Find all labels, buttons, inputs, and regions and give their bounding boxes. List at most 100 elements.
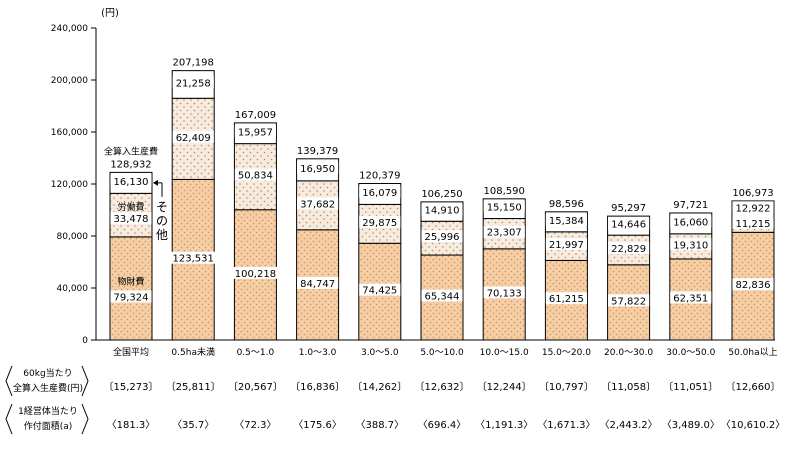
value-label-bg xyxy=(297,161,339,174)
segment-value-label: 33,478 xyxy=(114,214,149,225)
segment-value-label: 37,682 xyxy=(300,199,335,210)
row1-value: 〔20,567〕 xyxy=(228,381,283,393)
row2-header-line1: 1経営体当たり xyxy=(18,405,78,417)
series-name-other: そ xyxy=(156,200,168,214)
category-label: 全国平均 xyxy=(113,346,149,358)
row1-header-line2: 全算入生産費(円) xyxy=(13,382,83,394)
value-label-bg xyxy=(169,251,217,264)
row2-value: 〈175.6〉 xyxy=(293,419,342,431)
segment-value-label: 29,875 xyxy=(362,218,397,229)
row1-value: 〔10,797〕 xyxy=(539,381,594,393)
total-value-label: 106,250 xyxy=(421,189,462,200)
segment-value-label: 16,060 xyxy=(673,217,708,228)
bracket-right xyxy=(81,403,89,435)
row2-value: 〈72.3〉 xyxy=(234,419,276,431)
category-label: 50.0ha以上 xyxy=(728,347,777,358)
value-label-bg xyxy=(545,213,587,226)
total-value-label: 106,973 xyxy=(732,188,773,199)
value-label-bg xyxy=(483,200,525,213)
series-name-other: 他 xyxy=(156,228,168,242)
row2-value: 〈388.7〉 xyxy=(355,419,404,431)
series-name-material: 物財費 xyxy=(117,275,144,287)
value-label-bg xyxy=(608,294,650,307)
bracket-left xyxy=(5,403,13,435)
y-tick-label: 200,000 xyxy=(51,76,88,86)
value-label-bg xyxy=(172,76,214,89)
labels: 79,324 33,478 16,130 128,932 全国平均 123,531 62,4… xyxy=(104,58,778,358)
value-label-bg xyxy=(110,174,152,187)
bracket-right xyxy=(81,365,89,397)
total-value-label: 167,009 xyxy=(235,110,276,121)
row1-value: 〔16,836〕 xyxy=(290,381,345,393)
total-value-label: 128,932 xyxy=(110,159,151,170)
value-label-bg xyxy=(483,286,525,299)
y-tick-label: 80,000 xyxy=(57,232,89,242)
segment-value-label: 16,950 xyxy=(300,164,335,175)
row2-value: 〈1,671.3〉 xyxy=(537,419,595,431)
value-label-bg xyxy=(421,230,463,243)
row1-header-line1: 60kg当たり xyxy=(23,367,72,379)
value-label-bg xyxy=(608,241,650,254)
value-label-bg xyxy=(421,203,463,216)
value-label-bg xyxy=(234,168,276,181)
value-label-bg xyxy=(359,185,401,198)
category-label: 20.0～30.0 xyxy=(604,348,653,358)
total-value-label: 98,596 xyxy=(549,199,584,210)
segment-value-label: 12,922 xyxy=(736,203,771,214)
total-value-label: 95,297 xyxy=(611,203,646,214)
category-label: 5.0～10.0 xyxy=(420,348,464,358)
y-tick-label: 240,000 xyxy=(51,24,88,34)
segment-value-label: 14,646 xyxy=(611,220,646,231)
segment-value-label: 100,218 xyxy=(235,269,276,280)
row2-value: 〈181.3〉 xyxy=(107,419,156,431)
total-value-label: 207,198 xyxy=(173,58,214,69)
bracket-left xyxy=(5,365,13,397)
total-value-label: 97,721 xyxy=(673,200,708,211)
value-label-bg xyxy=(732,217,774,230)
row2-value: 〈3,489.0〉 xyxy=(662,419,720,431)
row1-value: 〔12,244〕 xyxy=(477,381,532,393)
total-value-label: 139,379 xyxy=(297,146,338,157)
value-label-bg xyxy=(297,276,339,289)
segment-value-label: 50,834 xyxy=(238,171,273,182)
total-value-label: 108,590 xyxy=(484,186,525,197)
arrow-icon xyxy=(153,179,158,186)
category-label: 3.0～5.0 xyxy=(361,348,399,358)
row1-value: 〔15,273〕 xyxy=(104,381,159,393)
segment-value-label: 21,997 xyxy=(549,240,584,251)
segment-value-label: 62,409 xyxy=(176,133,211,144)
row1-value: 〔25,811〕 xyxy=(166,381,221,393)
series-name-other: の xyxy=(156,214,168,228)
value-label-bg xyxy=(359,215,401,228)
value-label-bg xyxy=(421,289,463,302)
value-label-bg xyxy=(297,197,339,210)
value-label-bg xyxy=(231,266,280,279)
segment-value-label: 16,079 xyxy=(362,188,397,199)
value-label-bg xyxy=(732,278,774,291)
value-label-bg xyxy=(732,201,774,214)
y-tick-label: 40,000 xyxy=(57,284,89,294)
segment-value-label: 74,425 xyxy=(362,286,397,297)
row1-value: 〔12,660〕 xyxy=(726,381,781,393)
row2-value: 〈10,610.2〉 xyxy=(721,419,786,431)
value-label-bg xyxy=(483,225,525,238)
segment-value-label: 22,829 xyxy=(611,244,646,255)
segment-value-label: 16,130 xyxy=(114,177,149,188)
row1-value: 〔11,051〕 xyxy=(663,381,718,393)
segment-value-label: 84,747 xyxy=(300,279,335,290)
category-label: 15.0～20.0 xyxy=(542,348,591,358)
row1-value: 〔12,632〕 xyxy=(415,381,470,393)
value-label-bg xyxy=(670,291,712,304)
value-label-bg xyxy=(110,212,152,225)
segment-value-label: 21,258 xyxy=(176,78,211,89)
row2-value: 〈696.4〉 xyxy=(418,419,467,431)
value-label-bg xyxy=(359,283,401,296)
segment-value-label: 70,133 xyxy=(487,288,522,299)
y-tick-label: 0 xyxy=(82,336,88,346)
table: 〔15,273〕〈181.3〉 〔25,811〕〈35.7〉 〔20,567〕〈72… xyxy=(5,365,786,435)
segment-value-label: 62,351 xyxy=(673,293,708,304)
y-unit-label: (円) xyxy=(101,8,119,19)
segment-value-label: 57,822 xyxy=(611,296,646,307)
category-label: 1.0～3.0 xyxy=(299,348,337,358)
